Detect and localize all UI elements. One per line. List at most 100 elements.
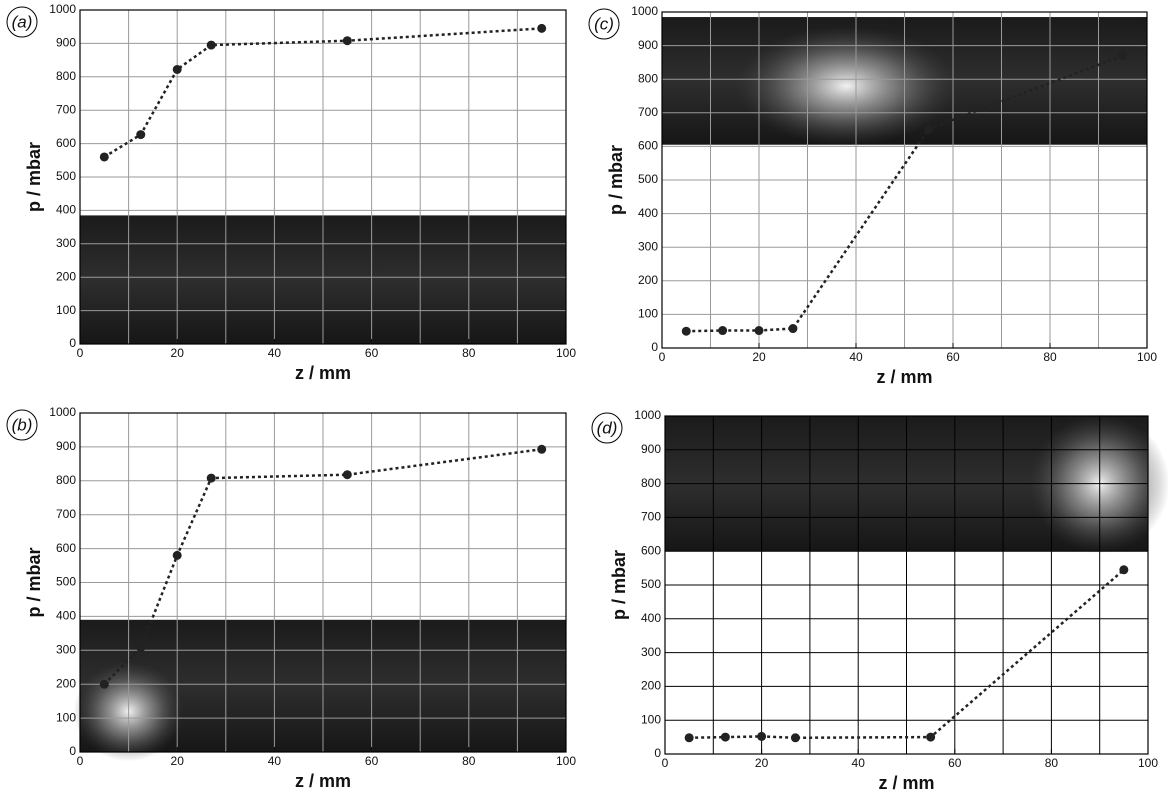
data-point (342, 470, 352, 480)
panel-label-circle (588, 8, 620, 40)
x-tick-label: 100 (1137, 350, 1157, 364)
series-line (103, 27, 542, 159)
x-axis-label: z / mm (295, 363, 351, 383)
y-tick-label: 200 (638, 273, 658, 287)
series-line (686, 54, 1124, 333)
y-tick-label: 200 (56, 269, 76, 283)
x-axis-label: z / mm (878, 773, 934, 793)
x-tick-label: 60 (948, 756, 962, 770)
y-tick-label: 500 (56, 169, 76, 183)
y-tick-label: 700 (56, 507, 76, 521)
plot-frame (79, 9, 567, 345)
x-tick-label: 0 (77, 346, 84, 360)
x-tick-label: 60 (365, 346, 379, 360)
data-point (342, 36, 352, 46)
panel-label-circle (6, 6, 38, 38)
x-axis-label: z / mm (295, 771, 351, 791)
data-point (206, 40, 216, 50)
data-point (926, 732, 936, 742)
photo-highlight (736, 25, 957, 146)
y-tick-label: 500 (641, 577, 661, 591)
y-tick-label: 500 (638, 172, 658, 186)
y-tick-label: 1000 (634, 408, 661, 422)
x-tick-label: 40 (268, 754, 282, 768)
x-tick-label: 40 (268, 346, 282, 360)
y-tick-label: 900 (638, 38, 658, 52)
y-tick-label: 200 (56, 676, 76, 690)
y-tick-label: 900 (641, 442, 661, 456)
data-point (681, 326, 691, 336)
y-tick-label: 0 (69, 336, 76, 350)
x-tick-label: 100 (556, 754, 576, 768)
x-tick-label: 0 (662, 756, 669, 770)
data-point (684, 733, 694, 743)
data-point (720, 732, 730, 742)
data-point (136, 643, 146, 653)
x-tick-label: 80 (1045, 756, 1059, 770)
data-point (788, 324, 798, 334)
x-axis-label: z / mm (876, 367, 932, 387)
x-tick-label: 40 (852, 756, 866, 770)
y-tick-label: 0 (654, 746, 661, 760)
y-tick-label: 1000 (49, 405, 76, 419)
y-tick-label: 800 (56, 69, 76, 83)
x-tick-label: 80 (1043, 350, 1057, 364)
panel-label: (c) (594, 14, 614, 33)
y-tick-label: 1000 (631, 4, 658, 18)
x-tick-label: 20 (755, 756, 769, 770)
x-tick-label: 80 (462, 754, 476, 768)
data-point (206, 473, 216, 483)
y-axis-label: p / mbar (609, 550, 629, 620)
data-point (1119, 565, 1129, 575)
y-tick-label: 800 (641, 476, 661, 490)
x-tick-label: 80 (462, 346, 476, 360)
data-point (1118, 51, 1128, 61)
y-tick-label: 600 (641, 543, 661, 557)
y-tick-label: 0 (69, 744, 76, 758)
series-line (103, 448, 542, 686)
y-tick-label: 700 (641, 510, 661, 524)
x-tick-label: 0 (659, 350, 666, 364)
x-tick-label: 40 (849, 350, 863, 364)
x-tick-label: 20 (752, 350, 766, 364)
data-point (790, 733, 800, 743)
y-tick-label: 400 (56, 609, 76, 623)
x-tick-label: 0 (77, 754, 84, 768)
panel-label-circle (591, 412, 623, 444)
y-tick-label: 500 (56, 575, 76, 589)
data-point (754, 326, 764, 336)
plot-frame (661, 11, 1148, 349)
data-point (136, 130, 146, 140)
data-point (537, 23, 547, 33)
y-tick-label: 600 (638, 139, 658, 153)
y-tick-label: 600 (56, 541, 76, 555)
y-tick-label: 700 (638, 105, 658, 119)
x-tick-label: 20 (171, 346, 185, 360)
data-point (757, 731, 767, 741)
panel-label: (d) (597, 418, 618, 437)
plot-frame (664, 415, 1149, 755)
y-tick-label: 100 (641, 712, 661, 726)
data-point (172, 64, 182, 74)
y-tick-label: 400 (638, 206, 658, 220)
y-tick-label: 200 (641, 679, 661, 693)
x-tick-label: 60 (946, 350, 960, 364)
y-axis-label: p / mbar (24, 142, 44, 212)
y-tick-label: 100 (56, 303, 76, 317)
y-tick-label: 1000 (49, 2, 76, 16)
y-tick-label: 400 (56, 203, 76, 217)
y-tick-label: 900 (56, 36, 76, 50)
y-tick-label: 300 (56, 642, 76, 656)
data-point (99, 679, 109, 689)
y-tick-label: 100 (638, 307, 658, 321)
data-point (924, 124, 934, 134)
y-tick-label: 700 (56, 102, 76, 116)
y-tick-label: 800 (56, 473, 76, 487)
y-tick-label: 300 (56, 236, 76, 250)
data-point (537, 444, 547, 454)
panel-label-circle (6, 409, 38, 441)
data-point (718, 326, 728, 336)
x-tick-label: 100 (556, 346, 576, 360)
y-tick-label: 400 (641, 611, 661, 625)
